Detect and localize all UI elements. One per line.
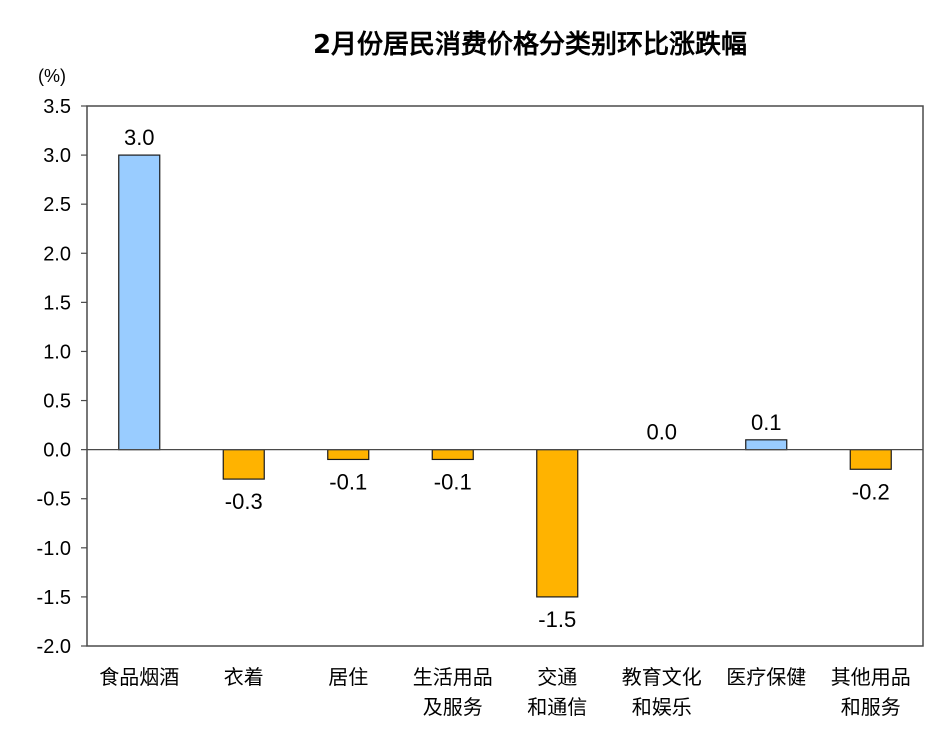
y-tick-label: 2.5 (43, 194, 71, 216)
y-tick-label: -2.0 (37, 636, 71, 658)
bar-series (118, 154, 892, 598)
bar (431, 449, 474, 461)
y-tick-label: 1.5 (43, 292, 71, 314)
data-labels: 3.0 -0.3 -0.1 -0.1 -1.5 0.0 0.1 -0.2 (124, 125, 890, 632)
y-tick-label: 0.0 (43, 440, 71, 462)
y-tick-label: 2.0 (43, 243, 71, 265)
x-tick-label: 医疗保健 (726, 665, 806, 689)
y-axis: 3.5 3.0 2.5 2.0 1.5 1.0 0.5 0.0 -0.5 -1.0 -1.5 -2.0 (37, 96, 87, 658)
y-tick-label: -0.5 (37, 489, 71, 511)
data-label: 0.1 (751, 410, 782, 435)
y-tick-label: 0.5 (43, 391, 71, 413)
bar (222, 449, 265, 480)
y-tick-label: -1.0 (37, 538, 71, 560)
plot-area (86, 105, 924, 647)
x-tick-label: 居住 (328, 665, 368, 689)
chart-title: 2月份居民消费价格分类别环比涨跌幅 (313, 29, 747, 60)
y-tick-label: 1.0 (43, 341, 71, 363)
data-label: -0.3 (225, 489, 263, 514)
y-tick-label: 3.5 (43, 96, 71, 118)
x-tick-label: 及服务 (423, 695, 483, 719)
x-tick-label: 食品烟酒 (99, 665, 179, 689)
data-label: -0.1 (434, 469, 472, 494)
bar (327, 449, 370, 461)
bar (745, 439, 788, 451)
x-tick-label: 教育文化 (622, 665, 702, 689)
x-tick-label: 和通信 (527, 695, 587, 719)
x-tick-label: 衣着 (224, 665, 264, 689)
x-tick-label: 和服务 (841, 695, 901, 719)
data-label: -0.2 (852, 479, 890, 504)
data-label: -1.5 (538, 607, 576, 632)
x-tick-label: 其他用品 (831, 665, 911, 689)
x-tick-label: 生活用品 (413, 665, 493, 689)
bar (118, 154, 161, 451)
y-tick-label: -1.5 (37, 587, 71, 609)
x-tick-label: 和娱乐 (632, 695, 692, 719)
y-tick-label: 3.0 (43, 145, 71, 167)
bar (536, 449, 579, 598)
data-label: 0.0 (646, 420, 677, 445)
x-tick-label: 交通 (537, 665, 577, 689)
y-axis-unit: (%) (38, 66, 66, 86)
bar (849, 449, 892, 470)
data-label: 3.0 (124, 125, 155, 150)
data-label: -0.1 (329, 469, 367, 494)
